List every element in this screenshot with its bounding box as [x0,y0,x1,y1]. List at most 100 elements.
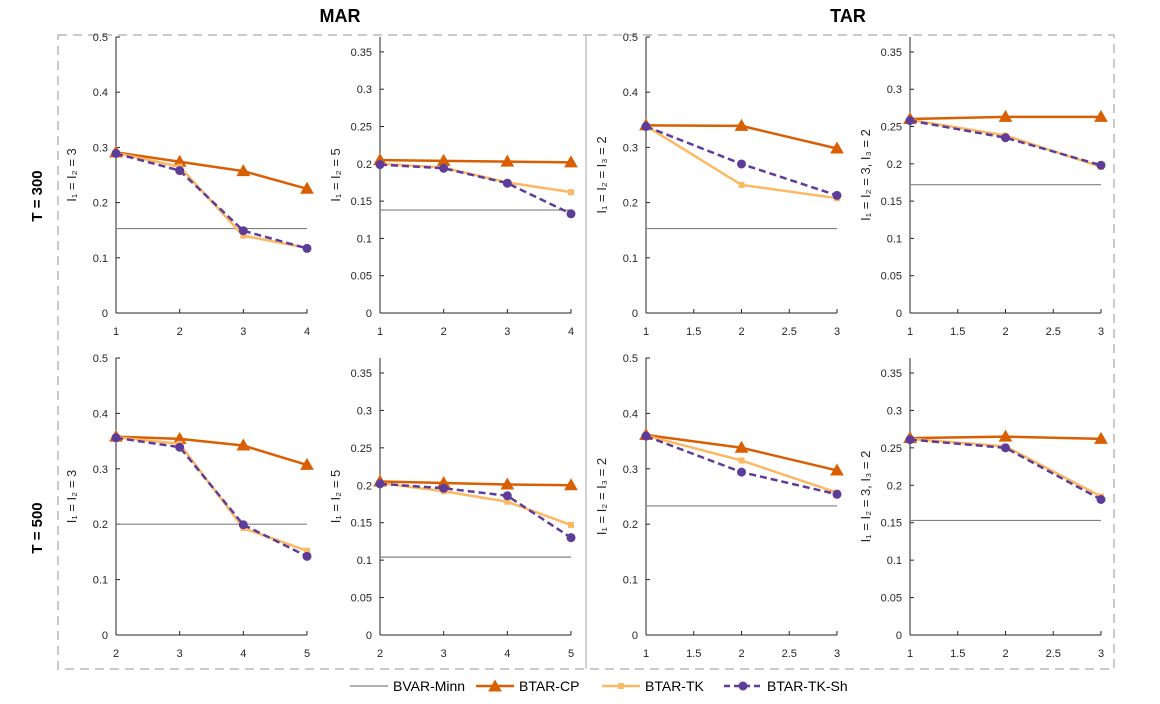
data-point-btar-cp [300,457,314,470]
y-tick-label: 0.5 [623,32,638,44]
series-line-btar-cp [115,435,308,467]
y-tick-label: 0.1 [93,575,108,587]
data-point-btar-tk [738,181,745,188]
data-point-btar-tk-sh [737,467,746,477]
series-line-btar-tk-sh [379,163,572,215]
data-point-btar-tk-sh [302,551,312,561]
x-tick-label: 1 [643,326,649,338]
chart-panels: 00.10.20.30.40.51 2 3 4I₁ = I₂ = 300.050.10… [64,32,1108,660]
data-point-btar-tk-sh [502,491,512,501]
data-point-btar-cp [1094,431,1108,444]
x-tick-label: 1 [907,648,913,660]
x-tick-label: 2.5 [782,648,797,660]
x-tick-label: 1 [113,326,119,338]
x-tick-label: 3 [504,326,510,338]
row-title-t300: T = 300 [29,170,46,221]
y-tick-label: 0.2 [887,480,902,492]
x-tick-label: 1 [643,648,649,660]
x-tick-label: 2 [377,648,383,660]
legend-item-bvar-minn: BVAR-Minn [350,678,465,694]
data-point-btar-cp [734,118,749,131]
data-point-btar-tk-sh [502,178,512,188]
panel-4: 0 0.05 0.1 0.15 0.2 0.25 0.3 0.35 1 1.5 2 2.5 3 I₁ = … [858,37,1108,338]
x-tick-label: 3 [240,326,246,338]
y-tick-label: 0.3 [887,405,902,417]
y-tick-label: 0.15 [351,196,372,208]
legend-item-btar-tk: BTAR-TK [602,678,705,694]
x-tick-label: 3 [834,648,840,660]
x-tick-label: 2 [113,648,119,660]
series-line-btar-cp [379,158,572,164]
y-tick-label: 0.5 [93,32,108,44]
y-axis-label: I₁ = I₂ = 3 [64,470,79,524]
y-tick-label: 0.3 [93,142,108,154]
y-tick-label: 0.1 [887,233,902,245]
x-tick-label: 3 [834,326,840,338]
y-tick-label: 0.25 [881,122,902,134]
data-point-btar-cp [734,440,749,453]
series-line-btar-tk [379,481,572,527]
y-tick-label: 0.15 [351,518,372,530]
y-tick-label: 0.15 [881,196,902,208]
y-tick-label: 0.35 [881,368,902,380]
data-point-btar-cp [830,463,844,476]
legend-marker-btar-cp [488,679,502,692]
y-tick-label: 0.3 [357,84,372,96]
data-point-btar-tk [568,521,574,528]
y-tick-label: 0.35 [351,368,372,380]
x-tick-label: 2 [1002,648,1008,660]
data-point-btar-cp [236,164,251,177]
legend-label-btar-tk-sh: BTAR-TK-Sh [767,678,848,694]
data-point-btar-tk-sh [641,431,651,441]
y-tick-label: 0.05 [881,271,902,283]
x-tick-label: 3 [1098,326,1104,338]
series-line-btar-tk-sh [379,482,572,539]
data-point-btar-cp [500,154,515,167]
data-point-btar-cp [998,109,1013,122]
series-line-btar-tk [115,435,308,552]
y-tick-label: 0.25 [351,122,372,134]
data-point-btar-cp [564,155,578,168]
y-tick-label: 0.05 [351,271,372,283]
legend-marker-btar-tk [618,683,624,689]
data-point-btar-tk-sh [175,166,185,176]
y-tick-label: 0.05 [881,593,902,605]
legend: BVAR-Minn BTAR-CP BTAR-TK BTAR-TK-Sh [342,672,878,700]
data-point-btar-cp [1094,109,1108,122]
legend-label-btar-tk: BTAR-TK [645,678,705,694]
data-point-btar-tk [504,498,511,505]
data-point-btar-tk [240,232,247,239]
legend-item-btar-tk-sh: BTAR-TK-Sh [724,678,848,694]
data-point-btar-tk-sh [737,159,746,169]
y-tick-label: 0.3 [887,84,902,96]
data-point-btar-tk-sh [641,121,651,131]
panel-2: 0 0.05 0.1 0.15 0.2 0.25 0.3 0.35 1 2 3 4 I₁ = I₂ = … [328,37,578,338]
series-line-btar-cp [379,480,572,487]
data-point-btar-tk-sh [439,483,449,493]
x-tick-label: 2.5 [1046,326,1061,338]
y-tick-label: 0.4 [623,408,638,420]
y-tick-label: 0.3 [93,464,108,476]
data-point-btar-tk-sh [375,479,385,489]
y-tick-label: 0.4 [93,408,108,420]
y-tick-label: 0.2 [93,519,108,531]
legend-label-btar-cp: BTAR-CP [519,678,579,694]
y-tick-label: 0.2 [623,198,638,210]
y-tick-label: 0 [632,630,638,642]
y-axis-label: I₁ = I₂ = I₃ = 2 [594,136,609,213]
y-tick-label: 0.3 [623,464,638,476]
y-tick-label: 0.4 [93,87,108,99]
data-point-btar-tk-sh [375,160,385,170]
x-tick-label: 1.5 [950,648,965,660]
y-tick-label: 0 [102,308,108,320]
data-point-btar-tk-sh [238,520,248,530]
data-point-btar-tk-sh [1001,443,1010,453]
y-tick-label: 0 [632,308,638,320]
data-point-btar-tk-sh [1096,494,1106,504]
y-tick-label: 0.25 [351,443,372,455]
y-tick-label: 0.1 [357,233,372,245]
x-tick-label: 5 [568,648,574,660]
y-tick-label: 0 [896,308,902,320]
y-axis-label: I₁ = I₂ = 5 [328,470,343,524]
